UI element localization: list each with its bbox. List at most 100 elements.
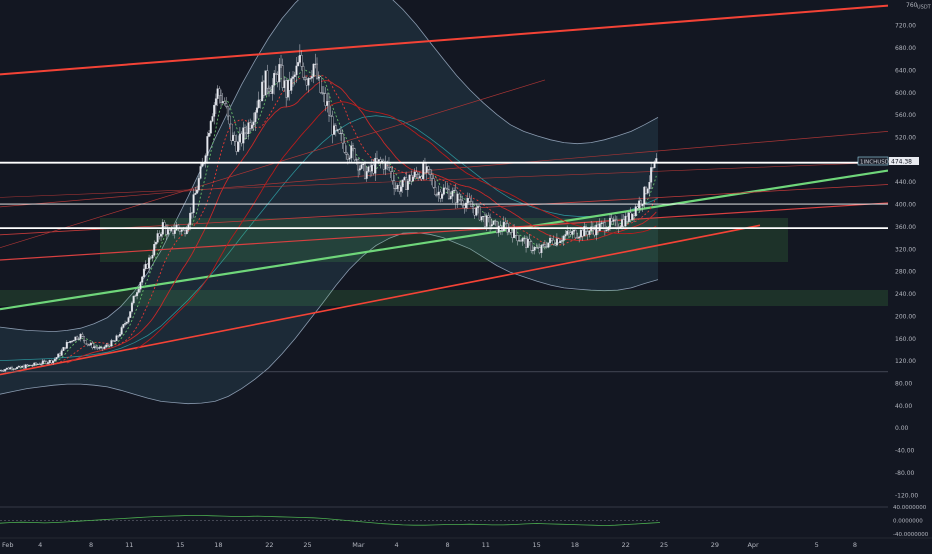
candle <box>627 211 630 224</box>
candle <box>268 85 271 97</box>
candle <box>278 58 281 91</box>
candle <box>88 343 91 347</box>
price-axis[interactable]: 720.00680.00640.00600.00560.00520.00480.… <box>888 0 932 540</box>
time-tick-label: 8 <box>89 541 93 549</box>
candle <box>214 93 217 114</box>
candle <box>427 165 430 175</box>
channel-top-line[interactable] <box>0 4 889 76</box>
time-tick-label: 22 <box>622 541 630 549</box>
candle <box>552 235 555 246</box>
candle <box>230 123 233 145</box>
price-tick-label: 200.00 <box>895 313 916 320</box>
candle <box>300 50 303 71</box>
trendline-c[interactable] <box>0 131 889 208</box>
bollinger-upper <box>0 0 659 333</box>
time-axis[interactable]: Feb 4 8 11 15 18 22 25 Mar 4 8 11 15 18 22 25 29 Apr 5 8 <box>0 537 932 550</box>
candle <box>65 340 68 349</box>
candle <box>646 187 649 195</box>
candle <box>244 124 247 140</box>
candle <box>130 301 133 314</box>
candle <box>348 155 351 163</box>
symbol-badge-label: 1INCHUSDT <box>860 160 893 166</box>
trendline-b[interactable] <box>0 184 889 236</box>
candle <box>180 228 183 235</box>
candle <box>233 131 236 146</box>
candle <box>465 197 468 212</box>
trendline-e[interactable] <box>0 161 889 198</box>
time-tick-label: 18 <box>571 541 579 549</box>
candle <box>194 186 197 195</box>
horizontal-levels <box>0 161 888 230</box>
candle <box>417 172 420 181</box>
candle <box>310 70 313 82</box>
candle <box>118 332 121 337</box>
candle <box>250 120 253 131</box>
candle <box>471 200 474 214</box>
candle <box>134 294 137 297</box>
candle <box>72 339 75 342</box>
candle <box>86 343 89 347</box>
candle <box>411 175 414 182</box>
candle <box>576 232 579 239</box>
candle <box>441 193 444 202</box>
candle <box>292 71 295 87</box>
price-tick-label: -40.00 <box>895 448 915 455</box>
candle <box>358 165 361 176</box>
price-tick-label: 360.00 <box>895 224 916 231</box>
candle <box>521 236 524 246</box>
candle <box>516 234 519 246</box>
candle <box>257 91 260 109</box>
candle <box>413 168 416 179</box>
candle <box>110 338 113 347</box>
candle <box>286 80 289 101</box>
candle <box>91 341 94 350</box>
candle <box>120 325 123 336</box>
price-axis-background <box>888 0 932 540</box>
candle <box>297 55 300 67</box>
candle <box>264 70 267 96</box>
price-tick-label: 40.00 <box>895 403 912 410</box>
candle <box>322 85 325 103</box>
candle <box>653 160 656 169</box>
oscillator-tick-label: 40.0000000 <box>893 505 927 511</box>
time-tick-label: 18 <box>214 541 222 549</box>
candle <box>468 193 471 203</box>
candle <box>163 220 166 227</box>
candle <box>475 203 478 217</box>
candle <box>129 311 132 318</box>
candle <box>40 362 43 367</box>
trendline-a[interactable] <box>0 202 889 261</box>
price-tick-label: 320.00 <box>895 246 916 253</box>
candle <box>103 345 106 350</box>
candle <box>631 213 634 221</box>
candle <box>14 367 17 370</box>
time-tick-label: 11 <box>482 541 490 549</box>
candle <box>360 163 363 170</box>
symbol-badge[interactable]: 1INCHUSDT <box>857 156 893 166</box>
green-trendline[interactable] <box>0 169 889 311</box>
candle <box>401 179 404 193</box>
candle <box>393 174 396 196</box>
candle <box>153 240 156 257</box>
candle <box>334 123 337 137</box>
candle <box>357 157 360 178</box>
candle <box>225 96 228 109</box>
candle <box>557 237 560 244</box>
candle <box>273 70 276 95</box>
candle <box>213 102 216 125</box>
candle <box>451 187 454 203</box>
candle <box>189 206 192 231</box>
price-tick-label: -120.00 <box>895 492 918 499</box>
candle <box>338 128 341 135</box>
channel-bottom-line[interactable] <box>0 224 761 376</box>
trendline-d[interactable] <box>0 79 546 249</box>
candle <box>389 166 392 179</box>
candle <box>237 135 240 153</box>
candle <box>345 145 348 160</box>
candle <box>442 184 445 196</box>
last-price-label: 474.38 <box>891 159 912 166</box>
candle <box>547 242 550 249</box>
